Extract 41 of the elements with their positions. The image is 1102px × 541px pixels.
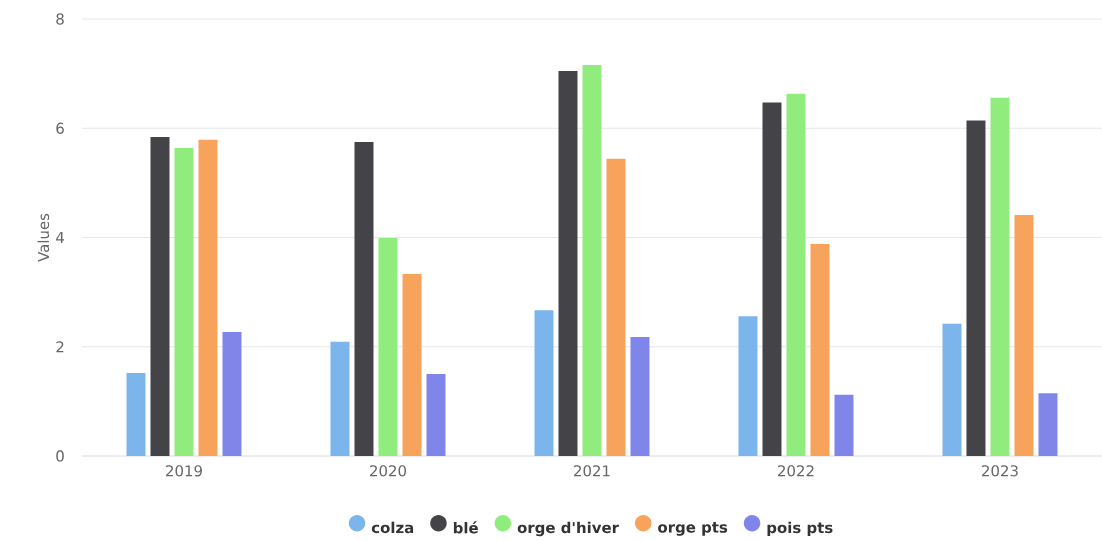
bar (582, 64, 602, 456)
bar (222, 332, 242, 456)
bar (378, 238, 398, 456)
y-tick-label: 2 (56, 341, 64, 353)
y-axis-title: Values (37, 213, 50, 262)
bar (426, 374, 446, 456)
bar (630, 336, 650, 456)
bar (354, 141, 374, 456)
legend-label: colza (371, 521, 414, 534)
bar (966, 120, 986, 456)
legend-label: orge d'hiver (517, 521, 619, 537)
x-tick-label: 2022 (778, 465, 814, 477)
y-tick-label: 4 (56, 232, 64, 243)
bar (606, 158, 626, 456)
bar (738, 316, 758, 456)
bar (150, 136, 170, 456)
bar (330, 341, 350, 456)
x-tick-label: 2019 (166, 465, 202, 477)
y-tick-label: 0 (56, 450, 64, 462)
bar (1038, 393, 1058, 456)
y-tick-label: 8 (56, 13, 64, 25)
bar (762, 102, 782, 456)
bar (198, 139, 218, 456)
legend-label: orge pts (658, 522, 728, 536)
legend-label: blé (453, 521, 478, 534)
y-tick-label: 6 (56, 122, 64, 134)
bar (786, 93, 806, 456)
bar (126, 372, 146, 456)
bar (834, 394, 854, 456)
bar (402, 274, 422, 456)
x-tick-label: 2021 (574, 465, 610, 477)
bar (534, 310, 554, 456)
legend-label: pois pts (767, 521, 833, 537)
x-tick-label: 2023 (982, 465, 1018, 477)
bar (942, 323, 962, 456)
bar (174, 147, 194, 456)
x-tick-label: 2020 (370, 465, 406, 477)
bar (1014, 215, 1034, 456)
bar (810, 244, 830, 456)
bar (990, 97, 1010, 456)
bar (558, 70, 578, 456)
